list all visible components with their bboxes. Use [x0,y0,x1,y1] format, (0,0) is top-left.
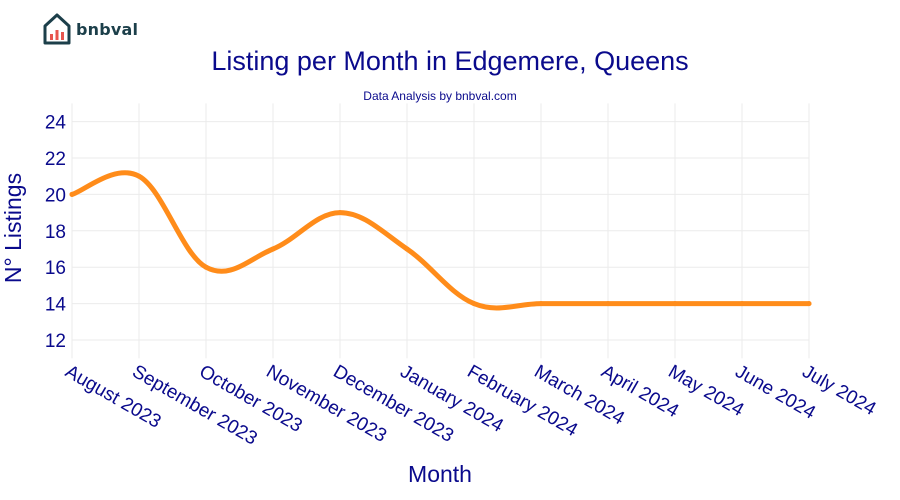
data-point [337,210,343,216]
brand-logo: bnbval [42,12,138,46]
house-chart-icon [43,13,71,45]
chart-title: Listing per Month in Edgemere, Queens [211,46,688,76]
data-point [471,301,477,307]
plot-area [69,170,812,311]
y-tick-label: 14 [45,295,67,316]
data-point [806,301,812,307]
grid [71,103,810,359]
x-axis-label: Month [408,461,472,487]
y-tick-label: 16 [45,258,66,279]
data-point [69,191,75,197]
series-line [69,170,812,311]
data-point [672,301,678,307]
brand-name: bnbval [76,19,139,39]
y-tick-label: 18 [45,222,66,243]
y-tick-label: 20 [45,185,66,206]
data-point [739,301,745,307]
chart-subtitle: Data Analysis by bnbval.com [363,89,516,103]
data-point [136,173,142,179]
y-tick-label: 24 [45,113,67,134]
data-point [538,301,544,307]
y-axis-label: N° Listings [0,173,26,283]
data-point [605,301,611,307]
y-axis: 12 14 16 18 20 22 24 [45,113,67,352]
y-tick-label: 12 [45,331,66,352]
data-point [404,246,410,252]
data-point [203,264,209,270]
data-point [270,246,276,252]
y-tick-label: 22 [45,149,66,170]
